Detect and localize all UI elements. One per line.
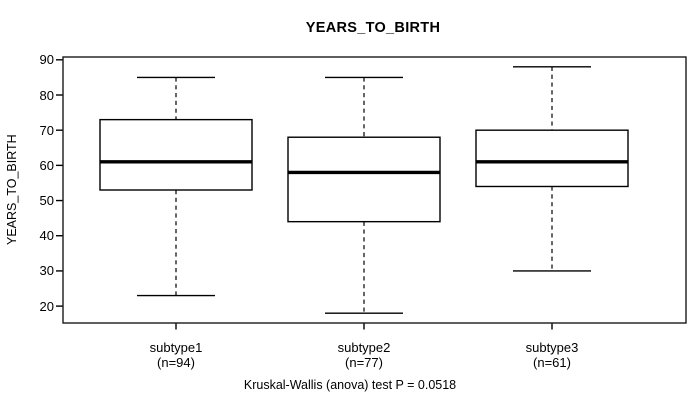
x-axis-group-label: subtype3 (n=61) (482, 340, 622, 370)
chart-title: YEARS_TO_BIRTH (305, 20, 441, 36)
y-axis-tick-label: 60 (39, 157, 54, 173)
group-count-label: (n=94) (157, 354, 195, 370)
group-count-label: (n=61) (533, 354, 571, 370)
x-axis-group-label: subtype2 (n=77) (294, 340, 434, 370)
iqr-box (475, 129, 629, 188)
y-axis-tick-label: 90 (39, 52, 54, 68)
iqr-box (287, 136, 441, 223)
group-name-label: subtype1 (149, 340, 203, 355)
y-axis-tick-label: 20 (39, 298, 54, 314)
y-axis-tick-label: 70 (39, 122, 54, 138)
group-name-label: subtype2 (337, 340, 391, 355)
y-axis-tick-label: 30 (39, 263, 54, 279)
y-axis-tick-label: 40 (39, 228, 54, 244)
y-axis-title: YEARS_TO_BIRTH (5, 134, 19, 246)
plot-frame (62, 56, 687, 324)
y-axis-tick-label: 50 (39, 193, 54, 209)
group-count-label: (n=77) (345, 354, 383, 370)
x-axis-group-label: subtype1 (n=94) (106, 340, 246, 370)
group-name-label: subtype3 (525, 340, 579, 355)
y-axis-tick-label: 80 (39, 87, 54, 103)
iqr-box (99, 118, 253, 191)
stat-test-caption: Kruskal-Wallis (anova) test P = 0.0518 (243, 378, 457, 392)
